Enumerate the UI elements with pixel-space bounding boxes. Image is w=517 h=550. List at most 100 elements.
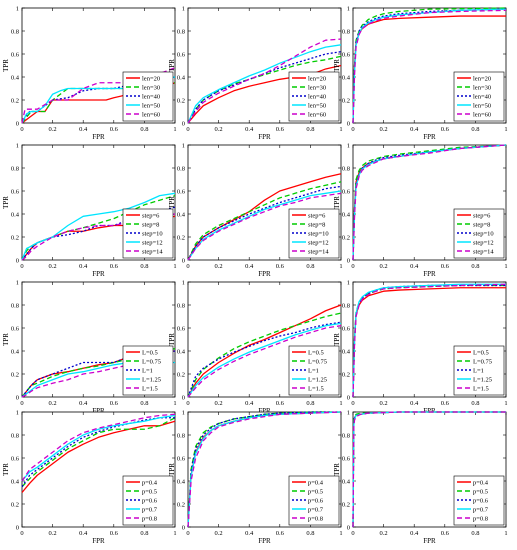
legend-label: step=14 <box>142 248 163 255</box>
legend-label: L=1.25 <box>308 376 327 383</box>
x-tick-label: 0.2 <box>380 126 388 133</box>
series-line-1 <box>21 420 176 493</box>
y-tick-label: 1 <box>16 142 19 149</box>
y-tick-label: 0.8 <box>11 432 19 439</box>
y-tick-label: 0.4 <box>342 211 351 218</box>
series-line-3 <box>352 144 507 261</box>
legend-label: len=40 <box>308 93 326 100</box>
legend-label: p=0.7 <box>473 506 489 513</box>
legend-label: p=0.4 <box>473 479 489 486</box>
x-tick-label: 0.2 <box>380 400 388 407</box>
x-tick-label: 0 <box>351 530 354 537</box>
y-tick-label: 0.2 <box>342 371 350 378</box>
y-tick-label: 0.8 <box>342 28 350 35</box>
y-tick-label: 0.4 <box>177 74 186 81</box>
y-tick-label: 0.2 <box>11 501 19 508</box>
y-tick-label: 1 <box>16 409 19 416</box>
y-tick-label: 0.8 <box>177 28 185 35</box>
x-tick-label: 1 <box>173 126 176 133</box>
x-tick-label: 0.8 <box>140 400 148 407</box>
legend-label: step=10 <box>142 230 163 237</box>
legend-label: len=30 <box>473 84 491 91</box>
y-tick-label: 0.8 <box>11 165 19 172</box>
legend-label: L=0.75 <box>308 358 327 365</box>
y-tick-label: 0.8 <box>177 165 185 172</box>
legend-label: len=60 <box>473 111 491 118</box>
legend-label: step=6 <box>473 212 491 219</box>
x-tick-label: 1 <box>173 530 176 537</box>
x-tick-label: 0.2 <box>49 126 57 133</box>
x-tick-label: 0.6 <box>276 400 285 407</box>
y-tick-label: 0.2 <box>342 97 350 104</box>
x-tick-label: 0.4 <box>79 400 88 407</box>
legend-label: p=0.5 <box>142 488 157 495</box>
y-tick-label: 0.8 <box>11 302 19 309</box>
x-tick-label: 0.6 <box>441 400 450 407</box>
y-tick-label: 0.8 <box>342 302 350 309</box>
y-tick-label: 0 <box>347 120 350 127</box>
y-tick-label: 0.4 <box>342 74 351 81</box>
legend-label: L=1.5 <box>308 385 324 392</box>
legend-label: p=0.7 <box>308 506 324 513</box>
legend-label: len=60 <box>142 111 160 118</box>
y-axis-label: TPR <box>168 333 176 346</box>
y-tick-label: 0.6 <box>11 455 20 462</box>
series-line-3 <box>21 350 176 398</box>
x-tick-label: 0.2 <box>380 530 388 537</box>
y-tick-label: 0.6 <box>11 325 20 332</box>
subplot-1: 0 0.2 0.4 0.6 0.8 100.20.40.60.81FPRTPRlen=20… <box>2 5 177 141</box>
legend-label: step=12 <box>473 239 494 246</box>
x-tick-label: 0 <box>186 400 189 407</box>
legend-label: step=14 <box>308 248 329 255</box>
x-tick-label: 0.4 <box>79 530 88 537</box>
x-tick-label: 0.2 <box>380 263 388 270</box>
legend: step=6 step=8 step=10 step=12 step=14 <box>453 208 505 259</box>
x-axis-label: FPR <box>92 407 105 415</box>
series-line-5 <box>352 9 507 124</box>
x-tick-label: 0.2 <box>49 263 57 270</box>
legend-label: step=8 <box>142 221 159 228</box>
x-tick-label: 0.8 <box>306 400 314 407</box>
series-line-4 <box>352 283 506 398</box>
y-tick-label: 0 <box>182 524 185 531</box>
y-tick-label: 0.2 <box>11 234 19 241</box>
series-line-4 <box>187 190 342 261</box>
x-tick-label: 1 <box>339 400 342 407</box>
y-axis-label: TPR <box>168 59 176 72</box>
x-axis-label: FPR <box>258 270 271 278</box>
legend-label: step=8 <box>308 221 325 228</box>
series-line-5 <box>21 67 176 124</box>
y-tick-label: 0.6 <box>342 51 351 58</box>
subplot-7: 0 0.2 0.4 0.6 0.8 100.20.40.60.81FPRTPRL=0.5L… <box>2 279 177 415</box>
subplot-11: 0 0.2 0.4 0.6 0.8 100.20.40.60.81FPRTPRp=0.4p… <box>168 409 343 545</box>
y-tick-label: 1 <box>16 5 19 12</box>
y-axis-label: TPR <box>168 196 176 209</box>
x-tick-label: 1 <box>504 530 507 537</box>
y-tick-label: 0.4 <box>11 211 20 218</box>
y-tick-label: 0.8 <box>11 28 19 35</box>
legend: len=20 len=30 len=40 len=50 len=60 <box>122 71 174 122</box>
y-tick-label: 0.4 <box>342 478 351 485</box>
y-tick-label: 0.2 <box>177 501 185 508</box>
y-tick-label: 1 <box>347 409 350 416</box>
y-tick-label: 0.4 <box>177 478 186 485</box>
x-tick-label: 0.2 <box>215 530 223 537</box>
x-axis-label: FPR <box>92 537 105 545</box>
y-axis-label: TPR <box>333 59 341 72</box>
x-tick-label: 0.4 <box>410 530 419 537</box>
legend-label: L=1 <box>308 367 319 374</box>
legend-label: p=0.5 <box>473 488 488 495</box>
series-line-3 <box>187 321 342 398</box>
y-tick-label: 1 <box>182 279 185 286</box>
y-tick-label: 0.6 <box>177 325 186 332</box>
legend-label: p=0.8 <box>473 515 488 522</box>
x-tick-label: 0.8 <box>140 263 148 270</box>
x-tick-label: 0.4 <box>245 126 254 133</box>
legend-label: L=1.25 <box>473 376 492 383</box>
legend-label: len=30 <box>142 84 160 91</box>
legend-label: p=0.6 <box>473 497 489 504</box>
y-tick-label: 0.4 <box>11 348 20 355</box>
y-tick-label: 1 <box>347 5 350 12</box>
y-tick-label: 1 <box>16 279 19 286</box>
